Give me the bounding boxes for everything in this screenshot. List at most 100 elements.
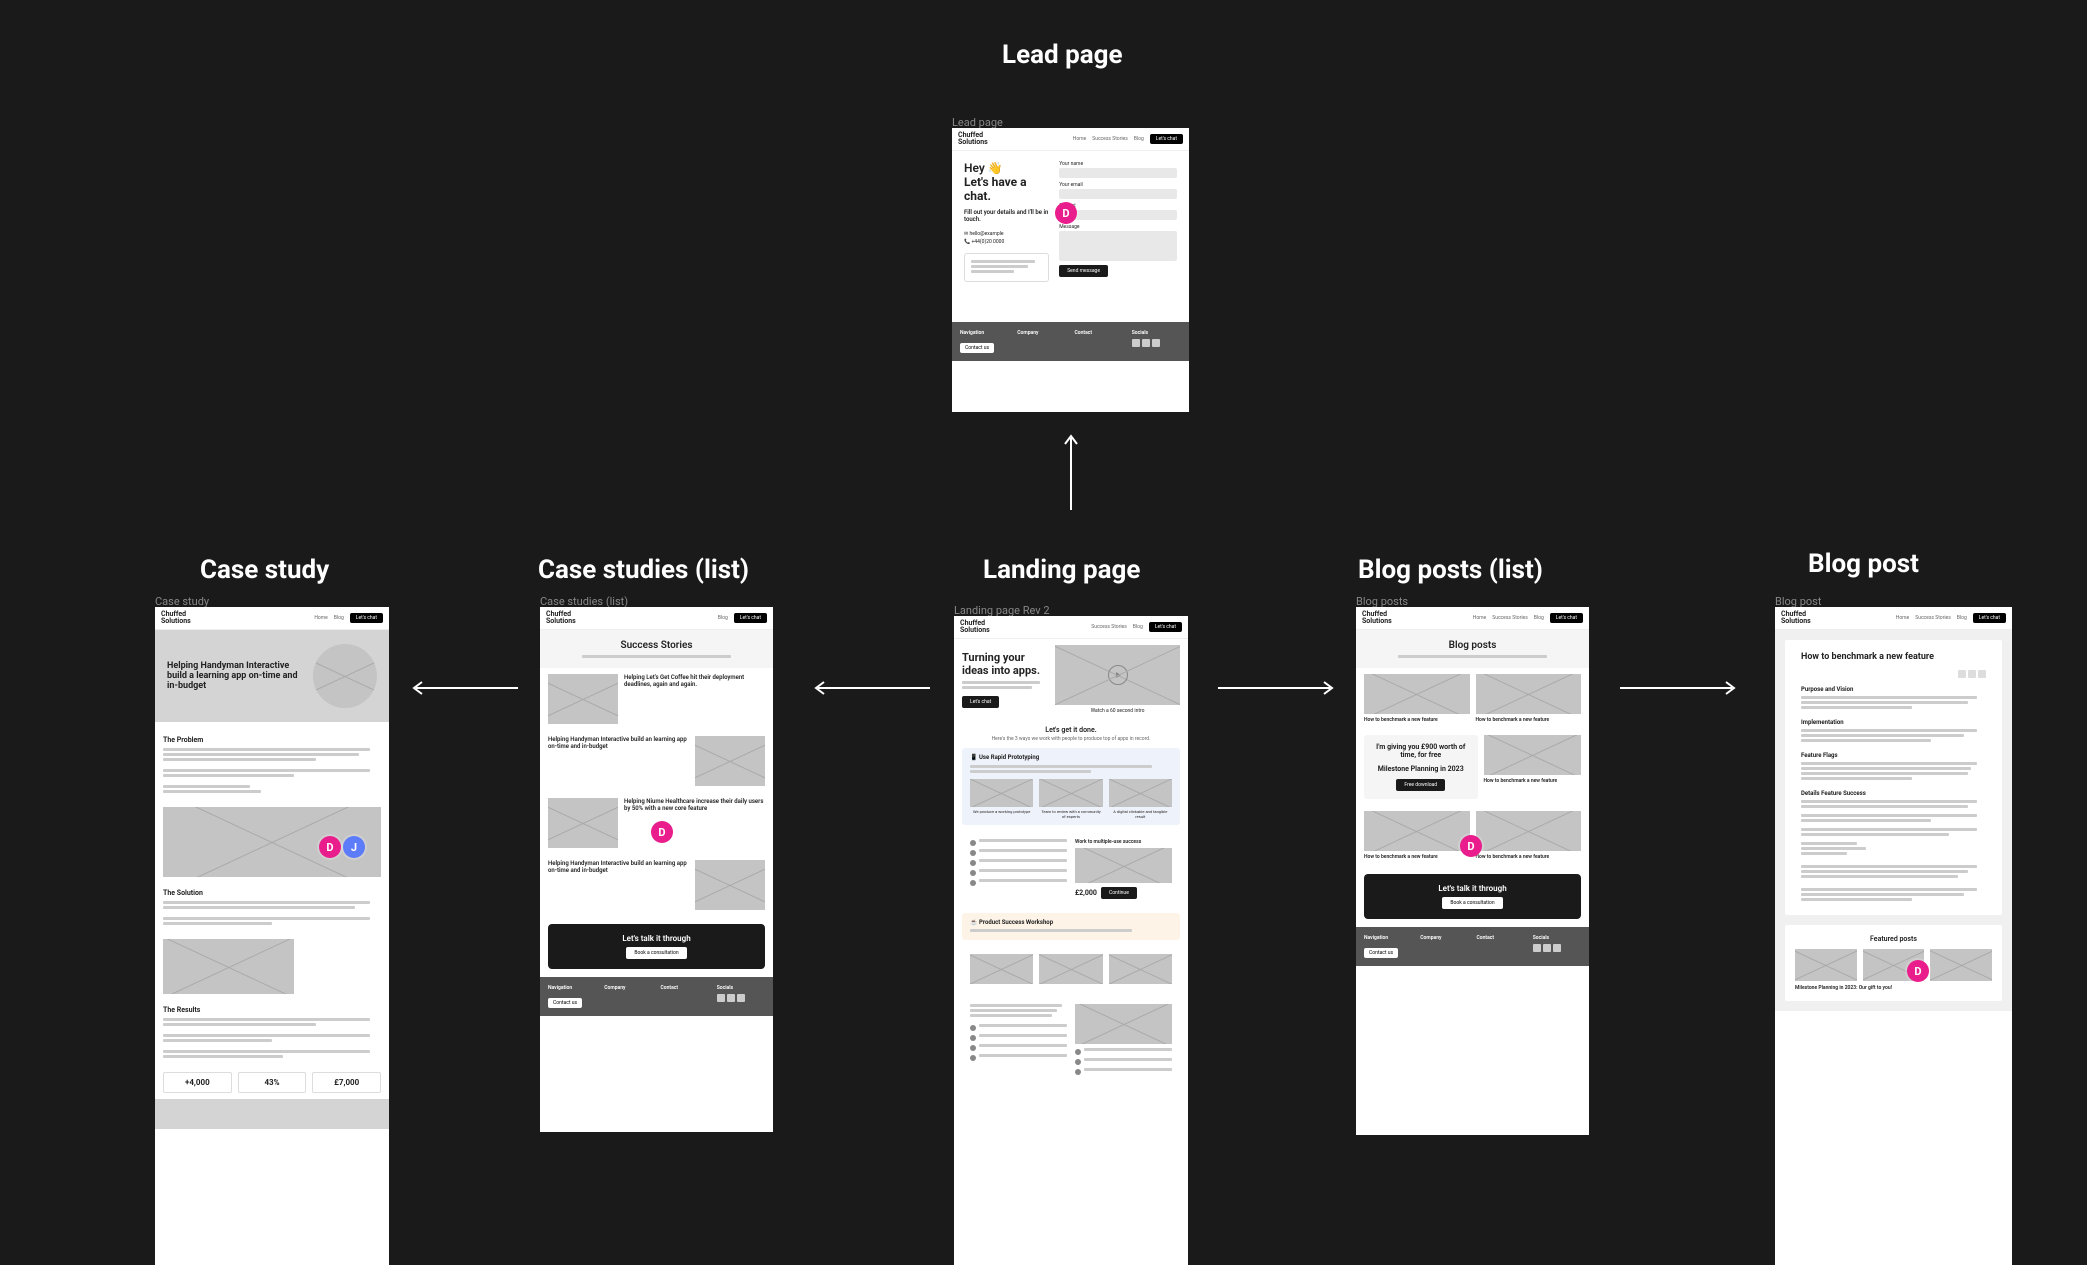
cta-section: Let's talk it through Book a consultatio… bbox=[1364, 874, 1581, 919]
case-item[interactable]: Helping Let's Get Coffee hit their deplo… bbox=[540, 668, 773, 730]
hero-title: Turning your ideas into apps. bbox=[962, 651, 1049, 677]
nav-item[interactable]: Home bbox=[314, 615, 327, 621]
featured-thumb[interactable] bbox=[1795, 949, 1857, 981]
footer-heading: Navigation bbox=[960, 330, 1009, 336]
nav-header: Chuffed Solutions Home Blog Let's chat bbox=[155, 607, 389, 630]
nav-item[interactable]: Success Stories bbox=[1492, 615, 1528, 621]
post-title: How to benchmark a new feature bbox=[1476, 717, 1582, 723]
footer-heading: Navigation bbox=[1364, 935, 1412, 941]
wireframe-landing[interactable]: Chuffed Solutions Success Stories Blog L… bbox=[954, 616, 1188, 1265]
social-icons bbox=[717, 994, 765, 1002]
continue-button[interactable]: Continue bbox=[1101, 887, 1137, 899]
send-button[interactable]: Send message bbox=[1059, 265, 1108, 277]
wireframe-case-studies-list[interactable]: Chuffed Solutions Blog Let's chat Succes… bbox=[540, 607, 773, 1132]
nav-item[interactable]: Success Stories bbox=[1915, 615, 1951, 621]
nav: Blog Let's chat bbox=[718, 613, 767, 623]
field-label: Message bbox=[1059, 224, 1177, 230]
card-thumb bbox=[1109, 779, 1172, 807]
lead-sub: Fill out your details and I'll be in tou… bbox=[964, 209, 1049, 223]
post-title: How to benchmark a new feature bbox=[1484, 778, 1582, 784]
footer-heading: Contact bbox=[661, 985, 709, 991]
footer: NavigationContact us Company Contact Soc… bbox=[1356, 927, 1589, 966]
name-input[interactable] bbox=[1059, 168, 1177, 178]
nav-cta[interactable]: Let's chat bbox=[350, 613, 383, 623]
thumb bbox=[1109, 954, 1172, 984]
post-card[interactable]: How to benchmark a new feature bbox=[1476, 674, 1582, 723]
post-card[interactable]: How to benchmark a new feature bbox=[1476, 811, 1582, 860]
nav-header: Chuffed Solutions Success Stories Blog L… bbox=[954, 616, 1188, 639]
cta-section: Let's talk it through Book a consultatio… bbox=[548, 924, 765, 969]
footer-contact-btn[interactable]: Contact us bbox=[548, 998, 582, 1008]
footer-heading: Company bbox=[1017, 330, 1066, 336]
logo: Chuffed Solutions bbox=[1362, 611, 1392, 625]
post-card[interactable]: How to benchmark a new feature bbox=[1484, 735, 1582, 799]
arrow-right bbox=[1612, 678, 1742, 698]
social-icons bbox=[1533, 944, 1581, 952]
case-title: Helping Let's Get Coffee hit their deplo… bbox=[624, 674, 765, 724]
greeting: Hey 👋 bbox=[964, 161, 1049, 175]
body-image bbox=[163, 939, 294, 994]
nav-item[interactable]: Blog bbox=[1134, 136, 1144, 142]
page-title: Success Stories bbox=[550, 640, 763, 651]
thumb bbox=[695, 736, 765, 786]
cta-button[interactable]: Book a consultation bbox=[626, 947, 686, 959]
budget-image bbox=[1075, 848, 1172, 883]
nav-item[interactable]: Blog bbox=[334, 615, 344, 621]
card-thumb bbox=[970, 779, 1033, 807]
section-heading: The Solution bbox=[163, 889, 381, 897]
nav-header: Chuffed Solutions Blog Let's chat bbox=[540, 607, 773, 630]
stat: +4,000 bbox=[163, 1072, 232, 1093]
case-item[interactable]: Helping Handyman Interactive build an le… bbox=[540, 730, 773, 792]
wireframe-blog-list[interactable]: Chuffed Solutions Home Success Stories B… bbox=[1356, 607, 1589, 1135]
nav-item[interactable]: Blog bbox=[1133, 624, 1143, 630]
giveaway-subtitle: Milestone Planning in 2023 bbox=[1372, 765, 1470, 773]
nav-cta[interactable]: Let's chat bbox=[1150, 134, 1183, 144]
nav-header: Chuffed Solutions Home Success Stories B… bbox=[1356, 607, 1589, 630]
field-label: Your email bbox=[1059, 182, 1177, 188]
nav-item[interactable]: Home bbox=[1896, 615, 1909, 621]
cta-title: Let's talk it through bbox=[558, 934, 755, 943]
giveaway-row: I'm giving you £900 worth of time, for f… bbox=[1356, 729, 1589, 805]
cta-button[interactable]: Book a consultation bbox=[1442, 897, 1502, 909]
footer-contact-btn[interactable]: Contact us bbox=[1364, 948, 1398, 958]
nav-item[interactable]: Blog bbox=[1534, 615, 1544, 621]
hero-video[interactable] bbox=[1055, 645, 1180, 705]
case-item[interactable]: Helping Handyman Interactive build an le… bbox=[540, 854, 773, 916]
nav-cta[interactable]: Let's chat bbox=[1973, 613, 2006, 623]
card-title: Use Rapid Prototyping bbox=[979, 754, 1039, 761]
post-card[interactable]: How to benchmark a new feature bbox=[1364, 674, 1470, 723]
arrow-up bbox=[1061, 430, 1081, 520]
wireframe-case-study[interactable]: Chuffed Solutions Home Blog Let's chat H… bbox=[155, 607, 389, 1265]
featured-thumb[interactable] bbox=[1930, 949, 1992, 981]
stats-row: +4,000 43% £7,000 bbox=[155, 1066, 389, 1099]
nav-item[interactable]: Home bbox=[1473, 615, 1486, 621]
message-input[interactable] bbox=[1059, 231, 1177, 261]
nav-cta[interactable]: Let's chat bbox=[1550, 613, 1583, 623]
nav-cta[interactable]: Let's chat bbox=[1149, 622, 1182, 632]
nav-item[interactable]: Blog bbox=[718, 615, 728, 621]
cursor-badge-d: D bbox=[1460, 835, 1482, 857]
footer-contact-btn[interactable]: Contact us bbox=[960, 343, 994, 353]
nav-item[interactable]: Home bbox=[1073, 136, 1086, 142]
post-card[interactable]: How to benchmark a new feature bbox=[1364, 811, 1470, 860]
label-lead: Lead page bbox=[1002, 40, 1123, 70]
label-landing: Landing page bbox=[983, 555, 1140, 585]
label-case-studies-list: Case studies (list) bbox=[538, 555, 749, 585]
nav-item[interactable]: Success Stories bbox=[1091, 624, 1127, 630]
nav-item[interactable]: Blog bbox=[1957, 615, 1967, 621]
wireframe-blog-post[interactable]: Chuffed Solutions Home Success Stories B… bbox=[1775, 607, 2012, 1265]
nav-item[interactable]: Success Stories bbox=[1092, 136, 1128, 142]
price: £2,000 bbox=[1075, 889, 1097, 897]
hero-image bbox=[313, 644, 377, 708]
play-icon bbox=[1108, 665, 1128, 685]
wireframe-lead[interactable]: Chuffed Solutions Home Success Stories B… bbox=[952, 128, 1189, 412]
nav-cta[interactable]: Let's chat bbox=[734, 613, 767, 623]
hero-cta[interactable]: Let's chat bbox=[962, 696, 999, 708]
hero: Turning your ideas into apps. Let's chat… bbox=[954, 639, 1188, 720]
field-label: Subject bbox=[1059, 203, 1177, 209]
logo: Chuffed Solutions bbox=[161, 611, 191, 625]
card-thumb bbox=[1039, 779, 1102, 807]
email-input[interactable] bbox=[1059, 189, 1177, 199]
nav: Home Success Stories Blog Let's chat bbox=[1896, 613, 2006, 623]
download-button[interactable]: Free download bbox=[1396, 779, 1445, 791]
